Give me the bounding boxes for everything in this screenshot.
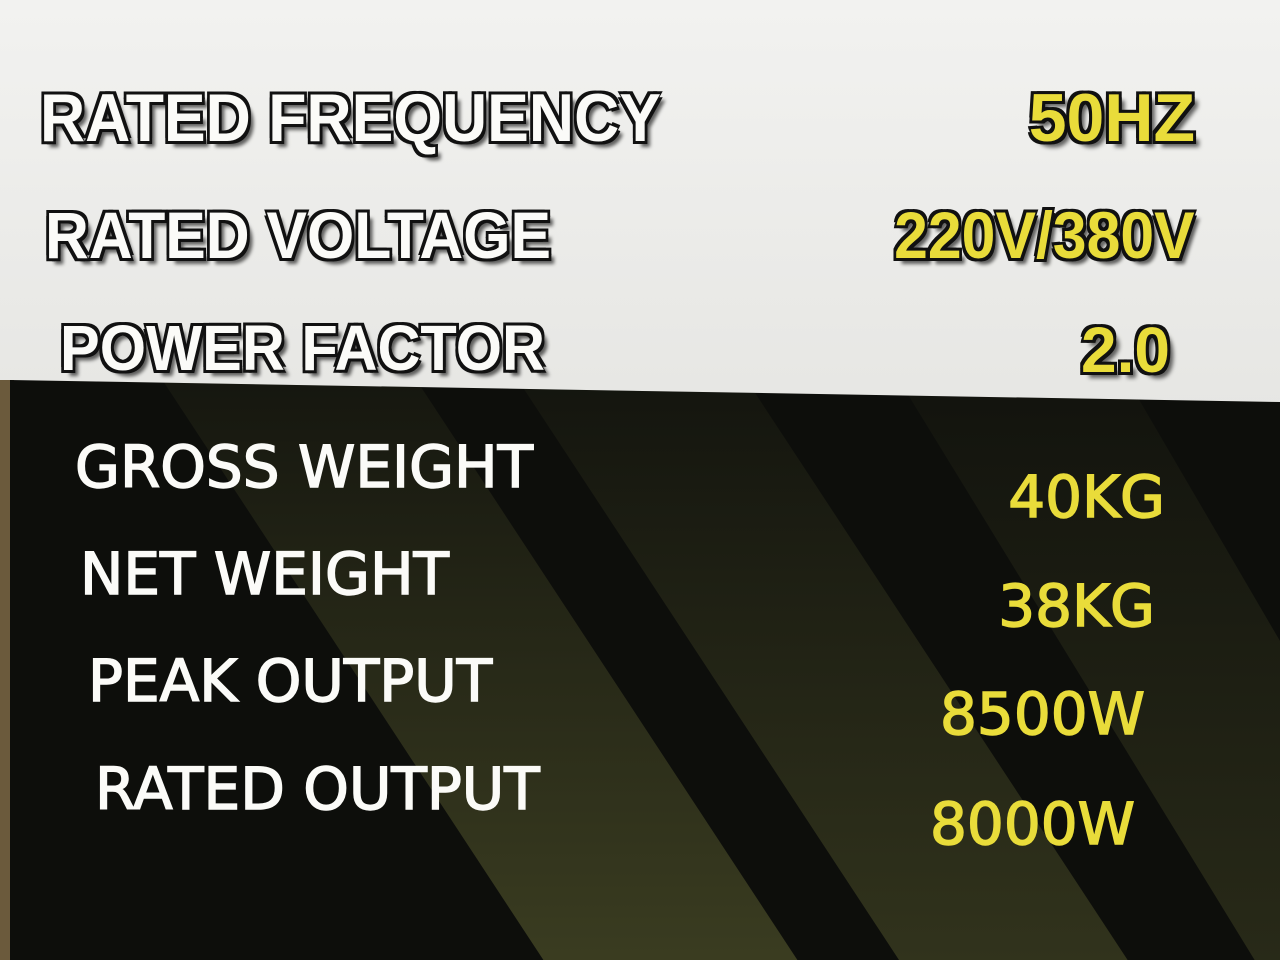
spec-label-power-factor: POWER FACTOR bbox=[60, 312, 545, 384]
spec-label-rated-voltage: RATED VOLTAGE bbox=[45, 198, 551, 272]
spec-value-rated-frequency: 50HZ bbox=[1028, 80, 1195, 156]
spec-label-peak-output: PEAK OUTPUT bbox=[87, 647, 493, 715]
spec-label-gross-weight: GROSS WEIGHT bbox=[74, 433, 534, 501]
black-label-panel bbox=[10, 380, 1280, 960]
spec-value-net-weight: 38KG bbox=[997, 572, 1155, 640]
white-box-area bbox=[0, 0, 1280, 420]
spec-label-rated-output: RATED OUTPUT bbox=[94, 755, 540, 823]
spec-value-rated-output: 8000W bbox=[929, 790, 1135, 858]
spec-value-power-factor: 2.0 bbox=[1081, 314, 1170, 386]
spec-label-rated-frequency: RATED FREQUENCY bbox=[40, 80, 661, 156]
spec-value-rated-voltage: 220V/380V bbox=[894, 198, 1195, 272]
spec-label-net-weight: NET WEIGHT bbox=[79, 540, 450, 608]
spec-value-peak-output: 8500W bbox=[939, 680, 1145, 748]
spec-value-gross-weight: 40KG bbox=[1007, 463, 1165, 531]
